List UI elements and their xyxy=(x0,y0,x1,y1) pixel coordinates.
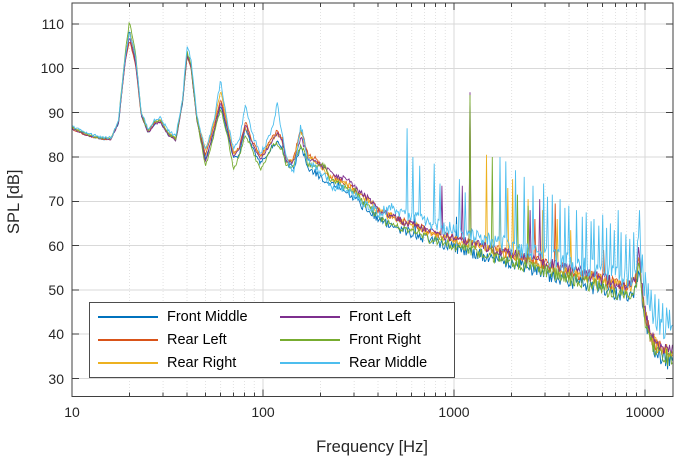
legend-label: Front Left xyxy=(349,309,412,326)
axis-ticks xyxy=(71,3,673,397)
legend-item-rear-left: Rear Left xyxy=(90,329,272,352)
x-tick-label-1000: 1000 xyxy=(438,404,470,420)
legend-item-rear-middle: Rear Middle xyxy=(272,351,454,374)
plot-frame xyxy=(71,2,674,397)
y-tick-label-100: 100 xyxy=(40,60,64,76)
y-tick-label-110: 110 xyxy=(41,16,64,32)
y-tick-label-50: 50 xyxy=(48,282,64,298)
legend-label: Rear Middle xyxy=(349,354,428,371)
y-tick-label-70: 70 xyxy=(48,193,64,209)
legend-label: Rear Left xyxy=(167,332,227,348)
legend-label: Front Right xyxy=(349,332,421,348)
y-tick-label-90: 90 xyxy=(48,105,64,121)
legend-line-swatch xyxy=(98,361,158,364)
x-tick-label-10000: 10000 xyxy=(625,404,665,420)
y-tick-label-60: 60 xyxy=(48,238,64,254)
x-axis-label: Frequency [Hz] xyxy=(316,438,428,456)
x-tick-label-100: 100 xyxy=(251,404,275,420)
legend-item-front-right: Front Right xyxy=(272,329,454,352)
legend-line-swatch xyxy=(98,339,158,341)
series-rear-middle xyxy=(72,33,673,340)
legend-column-1: Front Middle Rear Left Rear Right xyxy=(90,303,272,377)
legend-line-swatch xyxy=(280,339,340,341)
y-axis-label: SPL [dB] xyxy=(5,169,23,235)
y-tick-label-80: 80 xyxy=(48,149,64,165)
y-tick-label-30: 30 xyxy=(48,371,64,387)
legend-item-rear-right: Rear Right xyxy=(90,351,272,374)
legend: Front Middle Rear Left Rear Right Front Le… xyxy=(89,302,455,378)
legend-column-2: Front Left Front Right Rear Middle xyxy=(272,303,454,377)
x-tick-label-10: 10 xyxy=(64,404,80,420)
legend-line-swatch xyxy=(280,361,340,364)
legend-item-front-middle: Front Middle xyxy=(90,306,272,329)
legend-line-swatch xyxy=(98,316,158,319)
series-front-left xyxy=(72,38,673,354)
legend-label: Rear Right xyxy=(167,354,237,371)
legend-line-swatch xyxy=(280,316,340,319)
legend-item-front-left: Front Left xyxy=(272,306,454,329)
series-front-right xyxy=(72,21,673,367)
legend-label: Front Middle xyxy=(167,309,248,326)
series-front-middle xyxy=(72,31,673,370)
series-curves xyxy=(72,21,673,370)
y-tick-label-40: 40 xyxy=(48,326,64,342)
